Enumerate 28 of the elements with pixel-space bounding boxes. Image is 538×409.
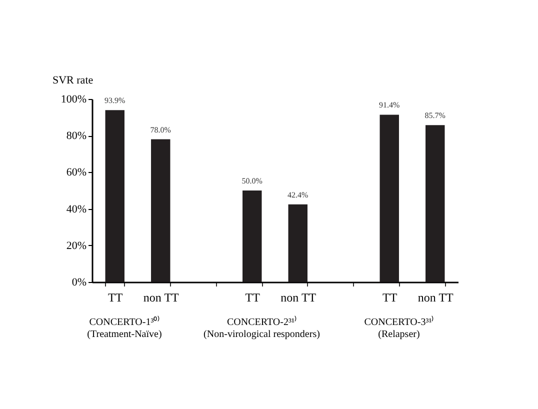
bar bbox=[288, 204, 308, 282]
data-label: 85.7% bbox=[424, 111, 446, 120]
bar bbox=[426, 125, 445, 282]
y-tick-label: 80% bbox=[66, 130, 86, 142]
text: CONCERTO-1³⁰⁾ (Treatment-Naïve) bbox=[87, 315, 162, 340]
x-tick-label: non TT bbox=[418, 290, 454, 304]
x-tick-label: TT bbox=[382, 290, 398, 304]
y-axis-title: SVR rate bbox=[52, 74, 94, 86]
data-label: 91.4% bbox=[379, 100, 400, 110]
y-tick-label: 60% bbox=[66, 166, 86, 179]
x-tick-label: non TT bbox=[280, 290, 317, 304]
x-tick-label: non TT bbox=[143, 290, 180, 304]
y-tick-label: 100% bbox=[60, 94, 86, 106]
data-label: 50.0% bbox=[242, 176, 263, 186]
y-tick-label: 0% bbox=[72, 276, 86, 288]
data-label: 78.0% bbox=[150, 125, 172, 134]
bar bbox=[151, 139, 170, 282]
y-tick-label: 20% bbox=[66, 240, 86, 252]
bar bbox=[242, 190, 262, 282]
x-tick-label: TT bbox=[108, 290, 124, 304]
text: CONCERTO-2³¹⁾ (Non-virological responders) bbox=[204, 315, 320, 340]
bar bbox=[380, 114, 399, 282]
y-tick-label: 40% bbox=[66, 203, 86, 216]
data-label: 93.9% bbox=[104, 96, 126, 106]
bar bbox=[105, 110, 124, 282]
data-label: 42.4% bbox=[288, 190, 309, 200]
text: CONCERTO-3³¹⁾ (Relapser) bbox=[364, 315, 434, 340]
x-tick-label: TT bbox=[245, 290, 261, 304]
